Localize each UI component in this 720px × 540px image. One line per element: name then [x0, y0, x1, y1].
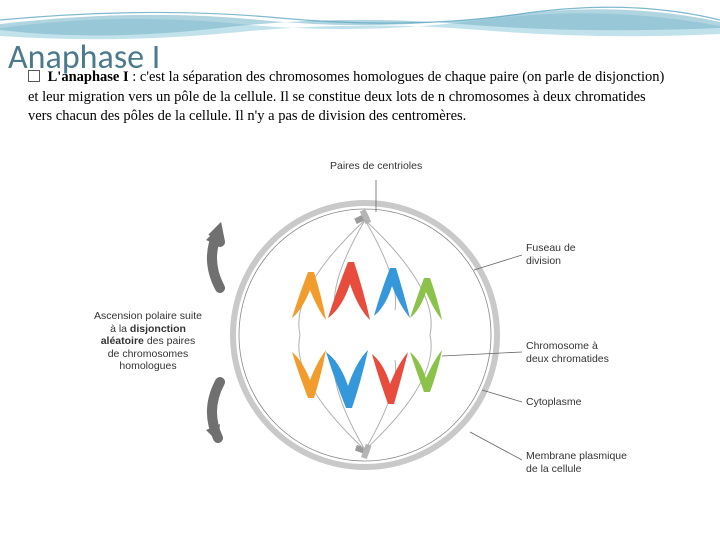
label-centrioles: Paires de centrioles — [330, 160, 422, 173]
body-lead: L'anaphase I — [48, 69, 129, 85]
ascension-arrow-top — [206, 228, 220, 288]
label-chromosome: Chromosome à deux chromatides — [526, 340, 609, 365]
label-membrane: Membrane plasmique de la cellule — [526, 450, 627, 475]
bullet-square-icon — [28, 70, 40, 82]
label-fuseau: Fuseau de division — [526, 242, 576, 267]
ascension-arrow-bottom — [206, 382, 220, 442]
cell-cytoplasm — [239, 209, 491, 461]
label-cytoplasme: Cytoplasme — [526, 396, 581, 409]
body-paragraph: L'anaphase I : c'est la séparation des c… — [28, 68, 668, 127]
label-ascension: Ascension polaire suiteà la disjonctiona… — [88, 310, 208, 373]
anaphase-diagram: Paires de centrioles Fuseau de division … — [120, 160, 600, 520]
